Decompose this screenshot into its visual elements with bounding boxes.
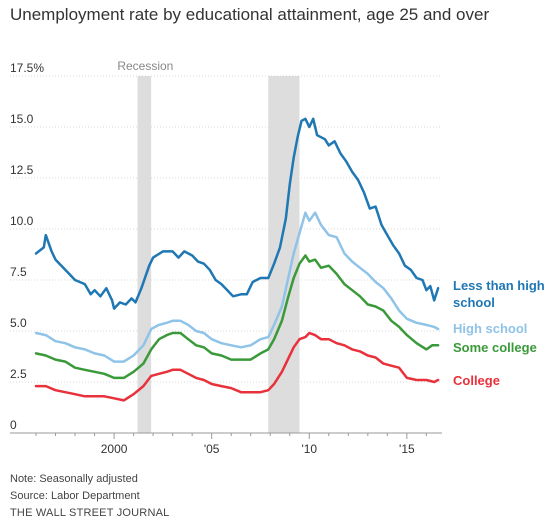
legend-high-school: High school: [453, 321, 527, 336]
x-tick-label: '05: [204, 442, 220, 456]
y-tick-label: 0: [10, 418, 17, 432]
series-line-college: [34, 331, 440, 402]
footnote-source: Source: Labor Department: [10, 490, 140, 502]
x-tick-label: 2000: [101, 442, 128, 456]
footnote-brand: THE WALL STREET JOURNAL: [10, 507, 170, 519]
footnote-note: Note: Seasonally adjusted: [10, 473, 138, 485]
legend-less-than-high-school-line2: school: [453, 295, 495, 310]
legend-less-than-high-school-line1: Less than high: [453, 278, 545, 293]
y-tick-label: 10.0: [10, 214, 34, 228]
x-tick-label: '15: [399, 442, 415, 456]
legend-college: College: [453, 373, 500, 388]
legend-some-college: Some college: [453, 340, 537, 355]
series-line-some-college: [34, 254, 440, 380]
chart-title: Unemployment rate by educational attainm…: [10, 5, 490, 24]
recession-band: [268, 76, 300, 433]
y-tick-label: 12.5: [10, 163, 34, 177]
x-tick-label: '10: [301, 442, 317, 456]
series-line-less-than-high-school: [34, 117, 440, 310]
y-tick-label: 7.5: [10, 265, 27, 279]
recession-label: Recession: [117, 59, 173, 73]
recession-band: [137, 76, 152, 433]
y-tick-label: 2.5: [10, 367, 27, 381]
y-tick-label: 17.5%: [10, 61, 44, 75]
y-tick-label: 5.0: [10, 316, 27, 330]
y-tick-label: 15.0: [10, 112, 34, 126]
series-line-high-school: [34, 211, 440, 363]
